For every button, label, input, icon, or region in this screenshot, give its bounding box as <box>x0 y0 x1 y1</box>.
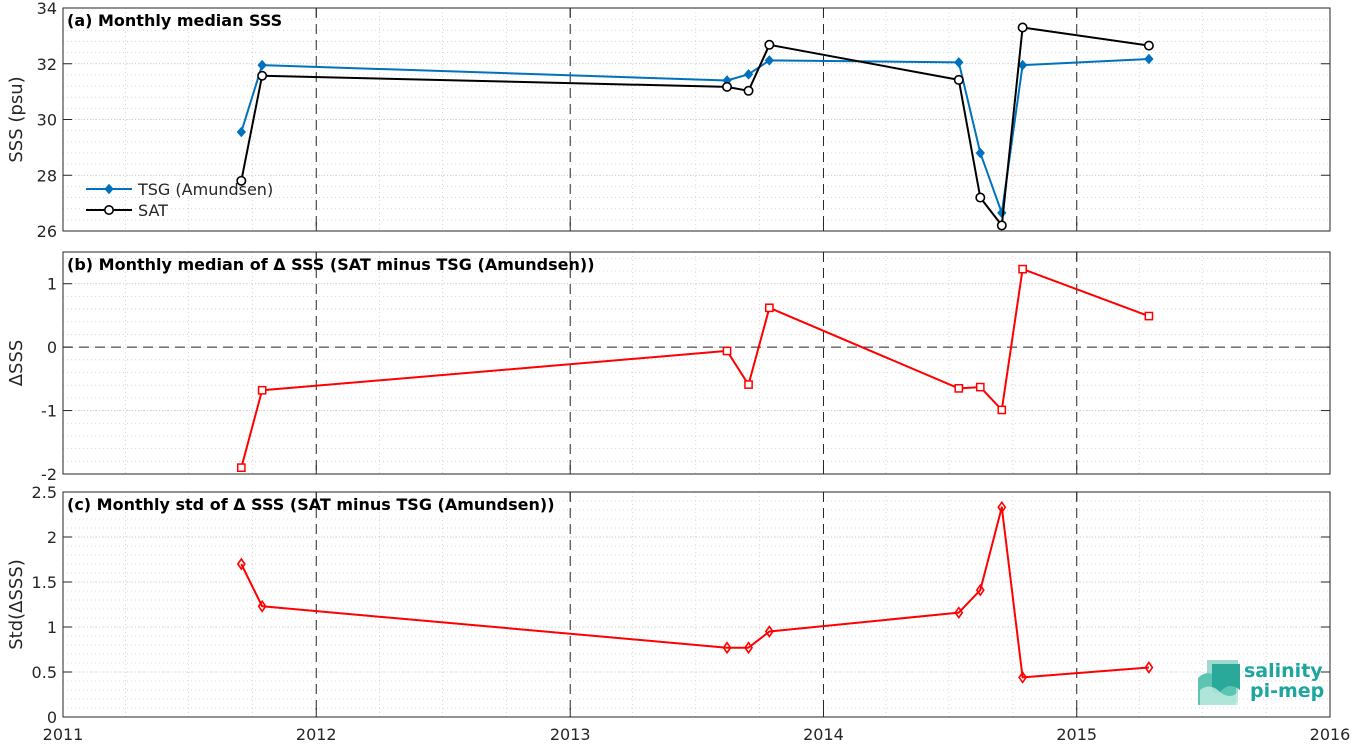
data-point <box>236 557 246 571</box>
series-line-0 <box>240 268 1150 468</box>
data-point <box>1018 264 1027 274</box>
data-point <box>1144 311 1154 321</box>
data-point <box>975 147 985 159</box>
data-point <box>975 192 986 203</box>
panel-c-std-delta-sss: 0 0.5 1 1.5 2 2.5 2011 2012 2013 2014 2015 2016 Std(… <box>6 483 1350 744</box>
y-tick-label: 1 <box>47 275 57 294</box>
y-tick-label: 0 <box>47 338 57 357</box>
data-point <box>1018 671 1028 684</box>
data-point <box>975 382 985 392</box>
x-tick-label: 2015 <box>1056 725 1097 744</box>
data-point <box>954 606 964 619</box>
axes-frame <box>62 251 1331 475</box>
data-point <box>236 126 246 138</box>
data-point <box>257 70 268 81</box>
salinity-pimep-logo: salinity pi-mep <box>1198 660 1324 705</box>
data-point <box>236 463 246 473</box>
data-point <box>722 641 732 655</box>
data-point <box>722 346 732 356</box>
logo-text-line2: pi-mep <box>1250 680 1324 702</box>
data-point <box>722 81 733 92</box>
data-point <box>236 175 247 186</box>
panel-a-sss: 26 28 30 32 34 SSS (psu) (a) Monthly median SS… <box>6 0 1331 241</box>
plot-area <box>63 252 1330 474</box>
data-point <box>743 85 754 96</box>
y-tick-label: 26 <box>37 222 57 241</box>
y-axis-label: ΔSSS <box>6 340 27 387</box>
y-tick-label: -1 <box>41 402 57 421</box>
data-point <box>1144 661 1154 674</box>
y-tick-label: 30 <box>37 111 57 130</box>
data-point <box>744 641 754 655</box>
data-point <box>1017 59 1028 71</box>
data-point <box>743 69 754 80</box>
data-point <box>1144 53 1154 65</box>
x-tick-label: 2011 <box>43 725 84 744</box>
data-point <box>953 74 964 85</box>
logo-text-line1: salinity <box>1244 660 1323 682</box>
legend-label: SAT <box>138 201 168 220</box>
x-tick-label: 2016 <box>1310 725 1351 744</box>
y-axis-label: SSS (psu) <box>6 76 27 162</box>
data-point <box>996 220 1007 231</box>
y-tick-label: 2 <box>47 528 57 547</box>
data-point <box>257 59 267 71</box>
series-line-0 <box>240 506 1149 679</box>
legend: TSG (Amundsen) SAT <box>86 180 273 220</box>
y-tick-label: 1.5 <box>32 573 57 592</box>
y-tick-label: 28 <box>37 166 57 185</box>
data-point <box>975 583 985 597</box>
data-point <box>1143 40 1154 51</box>
plot-area <box>63 492 1330 717</box>
data-point <box>764 55 775 66</box>
data-point <box>765 303 774 313</box>
data-point <box>764 39 775 50</box>
y-tick-label: 1 <box>47 618 57 637</box>
data-point <box>1017 22 1028 33</box>
data-point <box>954 384 964 393</box>
legend-swatch-marker <box>104 183 114 195</box>
x-tick-label: 2012 <box>296 725 337 744</box>
y-tick-label: 34 <box>37 0 57 18</box>
panel-title: (c) Monthly std of Δ SSS (SAT minus TSG … <box>67 495 555 514</box>
data-point <box>997 500 1007 514</box>
y-tick-label: -2 <box>41 465 57 484</box>
y-tick-label: 0.5 <box>32 663 57 682</box>
data-point <box>257 599 267 613</box>
axes-frame <box>62 491 1331 718</box>
x-tick-label: 2013 <box>550 725 591 744</box>
data-point <box>744 380 753 389</box>
panel-title: (b) Monthly median of Δ SSS (SAT minus T… <box>67 255 595 274</box>
legend-swatch-marker <box>104 205 115 216</box>
y-tick-label: 2.5 <box>32 483 57 502</box>
x-tick-label: 2014 <box>803 725 844 744</box>
y-tick-label: 32 <box>37 55 57 74</box>
data-point <box>764 625 774 638</box>
y-tick-label: 0 <box>47 708 57 727</box>
panel-b-delta-sss: -2 -1 0 1 ΔSSS (b) Monthly median of Δ SSS (S… <box>6 251 1331 484</box>
panel-title: (a) Monthly median SSS <box>67 11 282 30</box>
wave-logo-icon <box>1198 660 1240 705</box>
legend-label: TSG (Amundsen) <box>137 180 273 199</box>
y-axis-label: Std(ΔSSS) <box>6 559 27 650</box>
data-point <box>954 57 964 68</box>
data-point <box>997 405 1007 415</box>
data-point <box>257 385 267 395</box>
series-line-1 <box>240 26 1150 227</box>
